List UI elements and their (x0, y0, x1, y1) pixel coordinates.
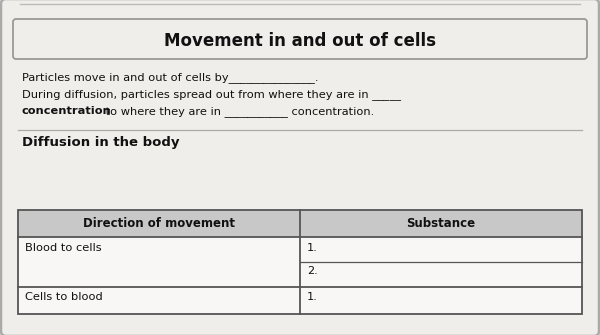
Text: 2.: 2. (307, 266, 318, 276)
Bar (18, 210, 582, 237)
Text: Direction of movement: Direction of movement (83, 217, 235, 230)
Text: Particles move in and out of cells by_______________.: Particles move in and out of cells by___… (22, 72, 319, 83)
Text: Diffusion in the body: Diffusion in the body (22, 136, 179, 149)
Text: Movement in and out of cells: Movement in and out of cells (164, 32, 436, 50)
Bar (18, 210, 582, 314)
Text: Blood to cells: Blood to cells (25, 243, 101, 253)
Text: 1.: 1. (307, 243, 318, 253)
Text: to where they are in ___________ concentration.: to where they are in ___________ concent… (102, 106, 374, 117)
Text: 1.: 1. (307, 292, 318, 302)
Text: Cells to blood: Cells to blood (25, 292, 103, 302)
Text: concentration: concentration (22, 106, 112, 116)
Text: During diffusion, particles spread out from where they are in _____: During diffusion, particles spread out f… (22, 89, 401, 100)
Bar (18, 210, 582, 314)
Text: Substance: Substance (406, 217, 476, 230)
FancyBboxPatch shape (13, 19, 587, 59)
